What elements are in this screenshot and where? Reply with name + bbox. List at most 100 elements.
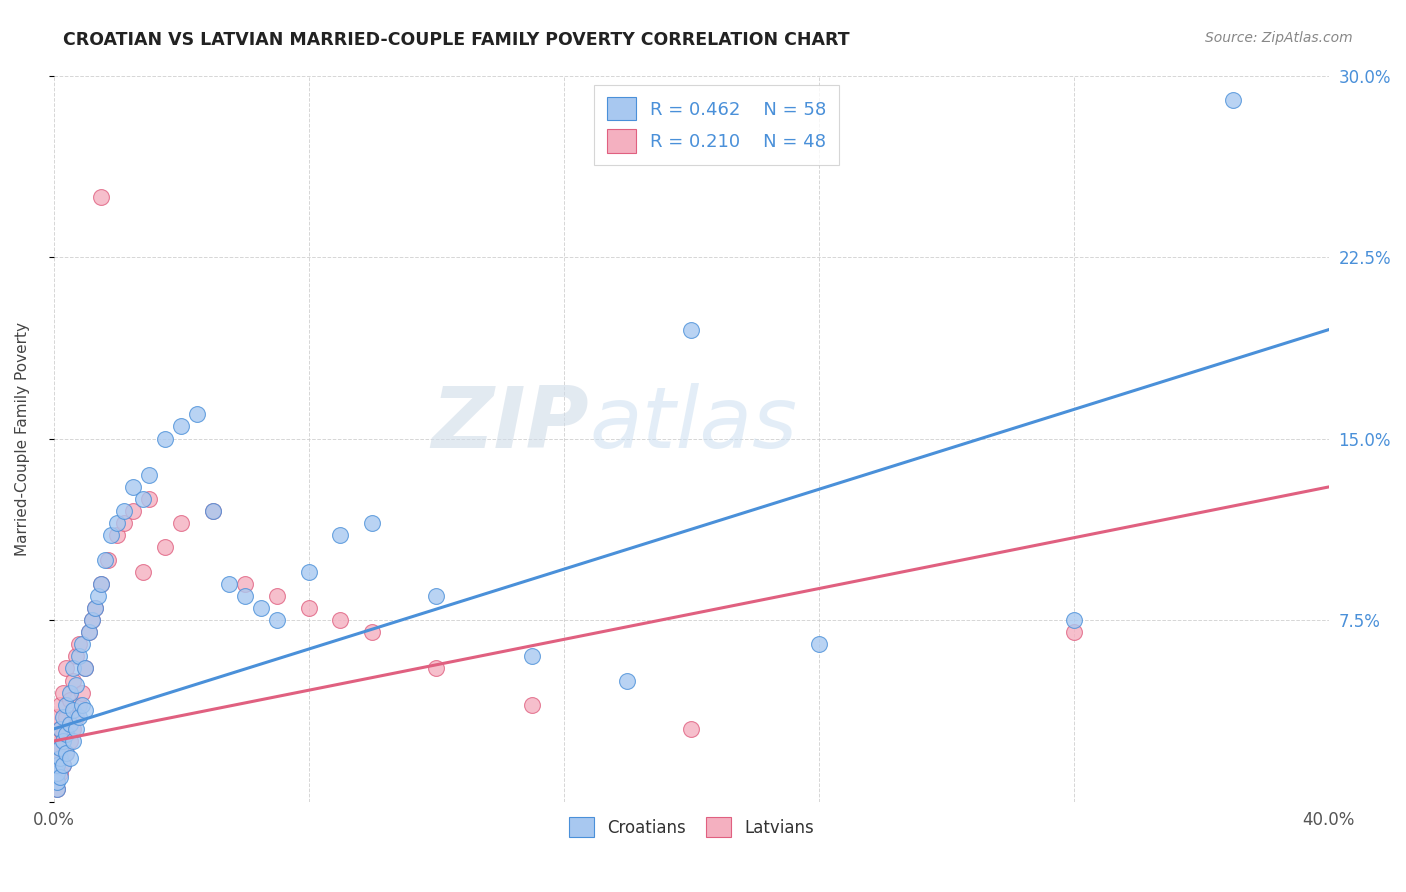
Point — [49, 765, 72, 780]
Point — [807, 637, 830, 651]
Point — [681, 323, 703, 337]
Point — [52, 727, 75, 741]
Text: Source: ZipAtlas.com: Source: ZipAtlas.com — [1205, 31, 1353, 45]
Point — [87, 589, 110, 603]
Point — [218, 576, 240, 591]
Point — [62, 703, 84, 717]
Point — [100, 528, 122, 542]
Point — [58, 693, 80, 707]
Point — [65, 649, 87, 664]
Text: CROATIAN VS LATVIAN MARRIED-COUPLE FAMILY POVERTY CORRELATION CHART: CROATIAN VS LATVIAN MARRIED-COUPLE FAMIL… — [63, 31, 849, 49]
Point — [72, 637, 94, 651]
Point — [77, 625, 100, 640]
Point — [49, 741, 72, 756]
Point — [90, 189, 112, 203]
Point — [49, 722, 72, 736]
Point — [105, 528, 128, 542]
Point — [52, 734, 75, 748]
Point — [45, 782, 67, 797]
Point — [132, 565, 155, 579]
Point — [329, 528, 352, 542]
Point — [62, 734, 84, 748]
Point — [122, 480, 145, 494]
Point — [112, 504, 135, 518]
Point — [186, 408, 208, 422]
Point — [361, 516, 384, 531]
Point — [75, 661, 97, 675]
Legend: Croatians, Latvians: Croatians, Latvians — [562, 811, 820, 844]
Point — [65, 710, 87, 724]
Point — [72, 698, 94, 712]
Point — [55, 710, 77, 724]
Point — [55, 727, 77, 741]
Point — [52, 686, 75, 700]
Point — [72, 686, 94, 700]
Point — [58, 751, 80, 765]
Point — [67, 637, 90, 651]
Point — [266, 589, 288, 603]
Point — [55, 661, 77, 675]
Point — [170, 419, 193, 434]
Point — [1063, 613, 1085, 627]
Point — [84, 601, 107, 615]
Point — [681, 722, 703, 736]
Point — [138, 467, 160, 482]
Point — [67, 710, 90, 724]
Point — [201, 504, 224, 518]
Point — [45, 758, 67, 772]
Point — [298, 601, 321, 615]
Point — [112, 516, 135, 531]
Point — [49, 698, 72, 712]
Point — [55, 746, 77, 760]
Point — [329, 613, 352, 627]
Point — [55, 698, 77, 712]
Point — [75, 703, 97, 717]
Point — [45, 734, 67, 748]
Point — [45, 770, 67, 784]
Point — [520, 649, 543, 664]
Point — [67, 698, 90, 712]
Point — [49, 770, 72, 784]
Point — [233, 589, 256, 603]
Point — [153, 541, 176, 555]
Point — [58, 734, 80, 748]
Point — [122, 504, 145, 518]
Point — [52, 758, 75, 772]
Point — [361, 625, 384, 640]
Point — [201, 504, 224, 518]
Point — [45, 782, 67, 797]
Point — [1063, 625, 1085, 640]
Point — [45, 710, 67, 724]
Point — [62, 673, 84, 688]
Point — [520, 698, 543, 712]
Point — [1222, 93, 1244, 107]
Point — [233, 576, 256, 591]
Point — [67, 649, 90, 664]
Point — [249, 601, 271, 615]
Point — [62, 661, 84, 675]
Point — [616, 673, 638, 688]
Point — [45, 751, 67, 765]
Y-axis label: Married-Couple Family Poverty: Married-Couple Family Poverty — [15, 321, 30, 556]
Point — [49, 741, 72, 756]
Point — [153, 432, 176, 446]
Point — [75, 661, 97, 675]
Text: atlas: atlas — [589, 383, 797, 466]
Point — [90, 576, 112, 591]
Point — [49, 751, 72, 765]
Point — [65, 722, 87, 736]
Point — [58, 686, 80, 700]
Point — [49, 722, 72, 736]
Point — [65, 678, 87, 692]
Point — [52, 710, 75, 724]
Point — [425, 661, 447, 675]
Point — [425, 589, 447, 603]
Point — [77, 625, 100, 640]
Point — [45, 775, 67, 789]
Point — [84, 601, 107, 615]
Point — [298, 565, 321, 579]
Point — [132, 491, 155, 506]
Point — [105, 516, 128, 531]
Point — [93, 552, 115, 566]
Point — [52, 758, 75, 772]
